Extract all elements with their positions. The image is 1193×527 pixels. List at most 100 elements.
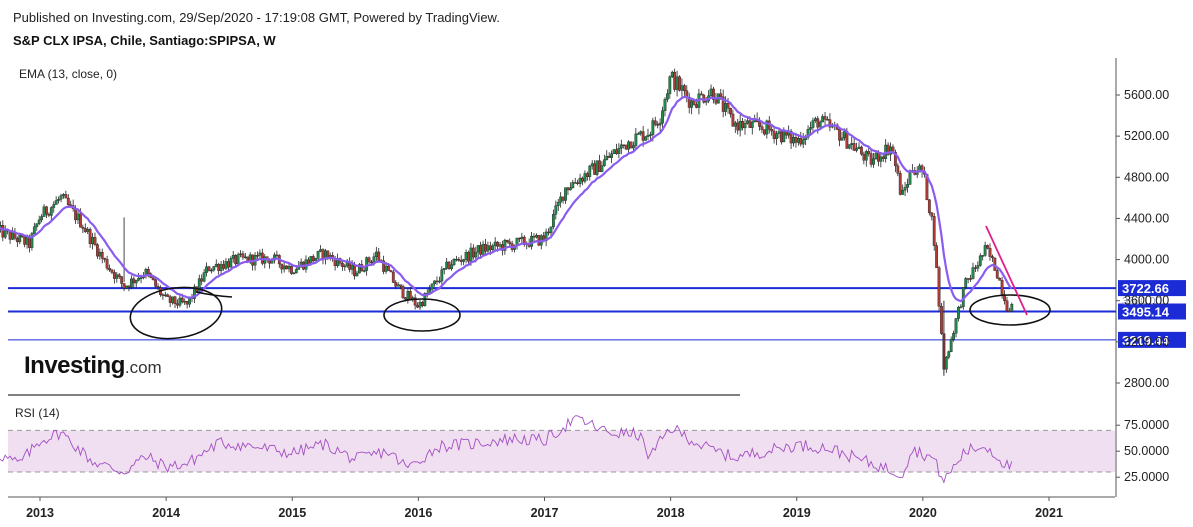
candle: [709, 84, 713, 98]
candle: [763, 129, 766, 136]
candle: [15, 236, 19, 248]
candle-body: [81, 226, 85, 229]
candle-body: [464, 252, 468, 260]
candle-body: [935, 245, 939, 268]
candle: [241, 250, 245, 260]
candle-body: [651, 120, 655, 135]
annotation-circle-2016: [383, 298, 461, 332]
candle: [564, 187, 567, 204]
candle: [399, 284, 402, 290]
candle-body: [823, 116, 827, 120]
candle-body: [372, 256, 376, 263]
candle-body: [656, 124, 660, 126]
candle-body: [452, 259, 456, 265]
candle-body: [971, 267, 975, 279]
candle-body: [813, 118, 817, 121]
candle-body: [615, 149, 618, 154]
candle: [42, 204, 46, 217]
candle: [993, 257, 997, 271]
candle-body: [210, 269, 213, 272]
candle: [103, 257, 107, 263]
candle-body: [83, 228, 87, 232]
candle: [697, 88, 701, 115]
candle-body: [217, 263, 221, 271]
candle-body: [200, 278, 204, 282]
candle: [704, 97, 708, 106]
time-tick-label: 2020: [909, 506, 937, 520]
candle: [391, 270, 395, 284]
candle: [290, 264, 293, 275]
price-tick-label: 5600.00: [1124, 88, 1169, 102]
symbol-title: S&P CLX IPSA, Chile, Santiago:SPIPSA, W: [13, 33, 276, 48]
candle: [847, 144, 851, 150]
candle-body: [108, 268, 111, 271]
candle: [81, 224, 85, 234]
candle: [535, 233, 538, 239]
candle-body: [690, 100, 694, 108]
candle-body: [98, 251, 102, 257]
candle: [239, 250, 242, 258]
candle: [442, 268, 446, 275]
candle: [605, 150, 609, 161]
time-tick-label: 2018: [657, 506, 685, 520]
candle-body: [983, 245, 987, 256]
candle-body: [292, 272, 296, 275]
candle-body: [486, 245, 490, 252]
rsi-line: [0, 415, 1013, 484]
candle-body: [881, 156, 885, 159]
candle: [173, 295, 177, 309]
candle: [838, 127, 842, 147]
candle-body: [459, 260, 463, 262]
candle: [32, 222, 36, 235]
candle-body: [932, 216, 936, 246]
candle: [115, 272, 119, 283]
candle: [243, 253, 247, 259]
candle-body: [981, 255, 985, 257]
candle: [280, 263, 284, 274]
candle: [476, 245, 480, 258]
candle-body: [370, 261, 373, 264]
candle-body: [957, 307, 960, 319]
candle: [176, 299, 179, 309]
candle-body: [644, 136, 647, 141]
candle-body: [183, 301, 187, 303]
candle-body: [37, 219, 41, 224]
candle-body: [595, 160, 599, 175]
candle-body: [600, 165, 604, 172]
candle-body: [134, 280, 138, 284]
candle-body: [343, 265, 347, 268]
candle: [343, 263, 347, 271]
candle-body: [668, 76, 672, 94]
candle: [382, 255, 386, 275]
candle-body: [966, 278, 970, 280]
candle: [964, 277, 968, 290]
candle-body: [234, 255, 238, 265]
candle: [617, 143, 621, 159]
candle-body: [1007, 310, 1011, 313]
candle: [229, 256, 233, 268]
candle: [612, 148, 616, 155]
candle-body: [947, 351, 951, 358]
candle: [729, 107, 732, 118]
candle-body: [103, 258, 107, 260]
candle-body: [226, 261, 230, 268]
candle-body: [782, 130, 786, 143]
candle-body: [879, 156, 883, 162]
candle: [811, 117, 815, 132]
candle-body: [258, 252, 262, 256]
candle: [493, 237, 497, 250]
price-tick-label: 4800.00: [1124, 170, 1169, 184]
candle-body: [811, 120, 815, 128]
candle: [733, 120, 737, 133]
candle-body: [137, 277, 141, 281]
candle: [872, 152, 875, 168]
candle-body: [680, 85, 684, 91]
candle-body: [763, 129, 766, 135]
candle: [452, 258, 456, 267]
candle-body: [799, 138, 803, 145]
candle: [583, 170, 587, 184]
candle: [721, 89, 725, 118]
candle: [559, 192, 563, 208]
candle-body: [476, 245, 480, 253]
candle: [98, 248, 102, 260]
